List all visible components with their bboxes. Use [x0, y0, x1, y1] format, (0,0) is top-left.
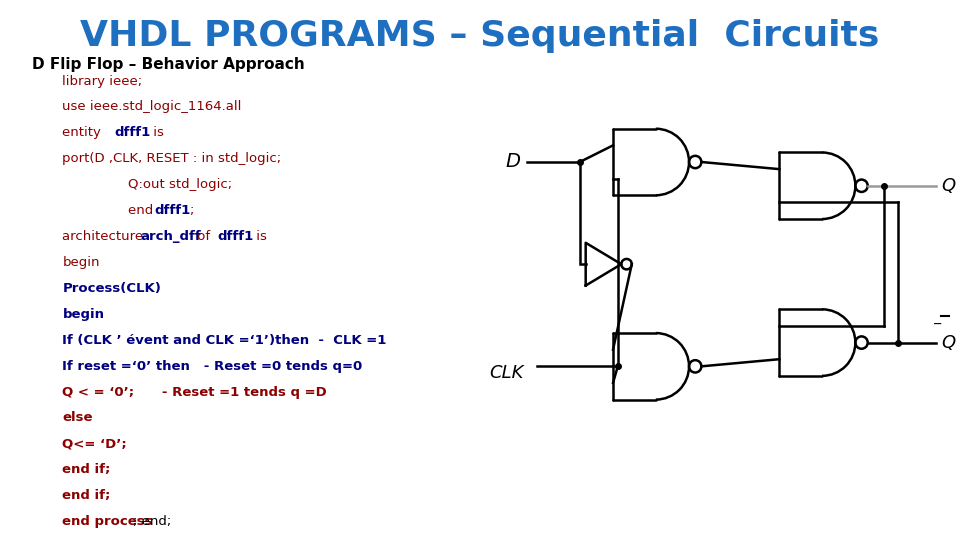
- Text: is: is: [252, 230, 266, 243]
- Text: dfff1: dfff1: [154, 204, 190, 217]
- Text: dfff1: dfff1: [114, 126, 151, 139]
- Text: If (CLK ’ évent and CLK =‘1’)then  -  CLK =1: If (CLK ’ évent and CLK =‘1’)then - CLK …: [62, 334, 387, 347]
- Text: end: end: [128, 204, 157, 217]
- Text: Q < = ‘0’;      - Reset =1 tends q =D: Q < = ‘0’; - Reset =1 tends q =D: [62, 386, 327, 399]
- Text: library ieee;: library ieee;: [62, 75, 142, 87]
- Text: dfff1: dfff1: [217, 230, 253, 243]
- Text: arch_dff: arch_dff: [140, 230, 201, 243]
- Text: ; end;: ; end;: [133, 515, 172, 528]
- Text: end if;: end if;: [62, 489, 110, 502]
- Text: ;: ;: [188, 204, 193, 217]
- Text: architecture: architecture: [62, 230, 148, 243]
- Text: begin: begin: [62, 308, 105, 321]
- Text: begin: begin: [62, 256, 100, 269]
- Text: is: is: [149, 126, 163, 139]
- Text: If reset =‘0’ then   - Reset =0 tends q=0: If reset =‘0’ then - Reset =0 tends q=0: [62, 360, 363, 373]
- Text: D Flip Flop – Behavior Approach: D Flip Flop – Behavior Approach: [32, 57, 304, 72]
- Text: end if;: end if;: [62, 463, 110, 476]
- Text: of: of: [193, 230, 214, 243]
- Text: Process(CLK): Process(CLK): [62, 282, 161, 295]
- Text: Q: Q: [941, 177, 955, 195]
- Text: Q<= ‘D’;: Q<= ‘D’;: [62, 437, 127, 450]
- Text: end process: end process: [62, 515, 153, 528]
- Text: CLK: CLK: [490, 364, 524, 382]
- Text: entity: entity: [62, 126, 109, 139]
- Text: Q: Q: [941, 334, 955, 352]
- Text: else: else: [62, 411, 93, 424]
- Text: use ieee.std_logic_1164.all: use ieee.std_logic_1164.all: [62, 100, 242, 113]
- Text: port(D ,CLK, RESET : in std_logic;: port(D ,CLK, RESET : in std_logic;: [62, 152, 281, 165]
- Text: VHDL PROGRAMS – Sequential  Circuits: VHDL PROGRAMS – Sequential Circuits: [81, 19, 879, 53]
- Text: Q:out std_logic;: Q:out std_logic;: [128, 178, 232, 191]
- Text: D: D: [506, 152, 520, 172]
